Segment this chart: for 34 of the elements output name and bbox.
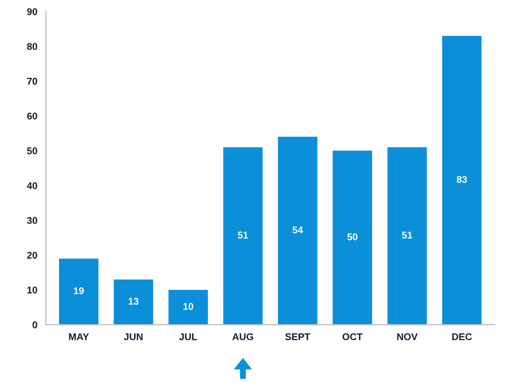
x-tick-label: NOV — [397, 333, 418, 340]
x-tick-label: SEPT — [285, 333, 310, 340]
x-tick-label: AUG — [232, 333, 254, 340]
y-tick-label: 60 — [27, 112, 38, 120]
data-label: 10 — [183, 303, 194, 310]
x-tick-label: OCT — [342, 333, 363, 340]
y-tick-label: 0 — [32, 321, 38, 328]
y-tick-label: 40 — [26, 182, 38, 190]
x-tick-label: DEC — [452, 333, 472, 340]
data-label: 51 — [238, 232, 248, 239]
bar — [278, 136, 318, 325]
bar — [59, 258, 98, 325]
bar — [332, 150, 372, 325]
bar — [114, 279, 154, 325]
y-tick-label: 50 — [27, 147, 38, 154]
data-label: 13 — [128, 298, 139, 305]
y-tick-label: 70 — [27, 78, 38, 85]
x-tick-label: MAY — [69, 333, 89, 340]
bar — [387, 147, 427, 325]
data-label: 50 — [347, 233, 358, 240]
y-tick-label: 10 — [27, 286, 38, 294]
x-tick-label: JUL — [179, 333, 198, 340]
data-label: 51 — [402, 232, 412, 239]
y-tick-label: 80 — [27, 43, 38, 50]
y-tick-label: 90 — [27, 8, 38, 16]
data-label: 54 — [292, 226, 304, 234]
y-tick-label: 20 — [27, 252, 38, 259]
bar — [168, 290, 208, 325]
bar — [223, 147, 263, 325]
data-label: 19 — [74, 287, 84, 294]
y-tick-label: 30 — [26, 217, 38, 224]
data-label: 83 — [456, 176, 467, 183]
bar — [442, 36, 482, 325]
x-tick-label: JUN — [124, 333, 143, 340]
